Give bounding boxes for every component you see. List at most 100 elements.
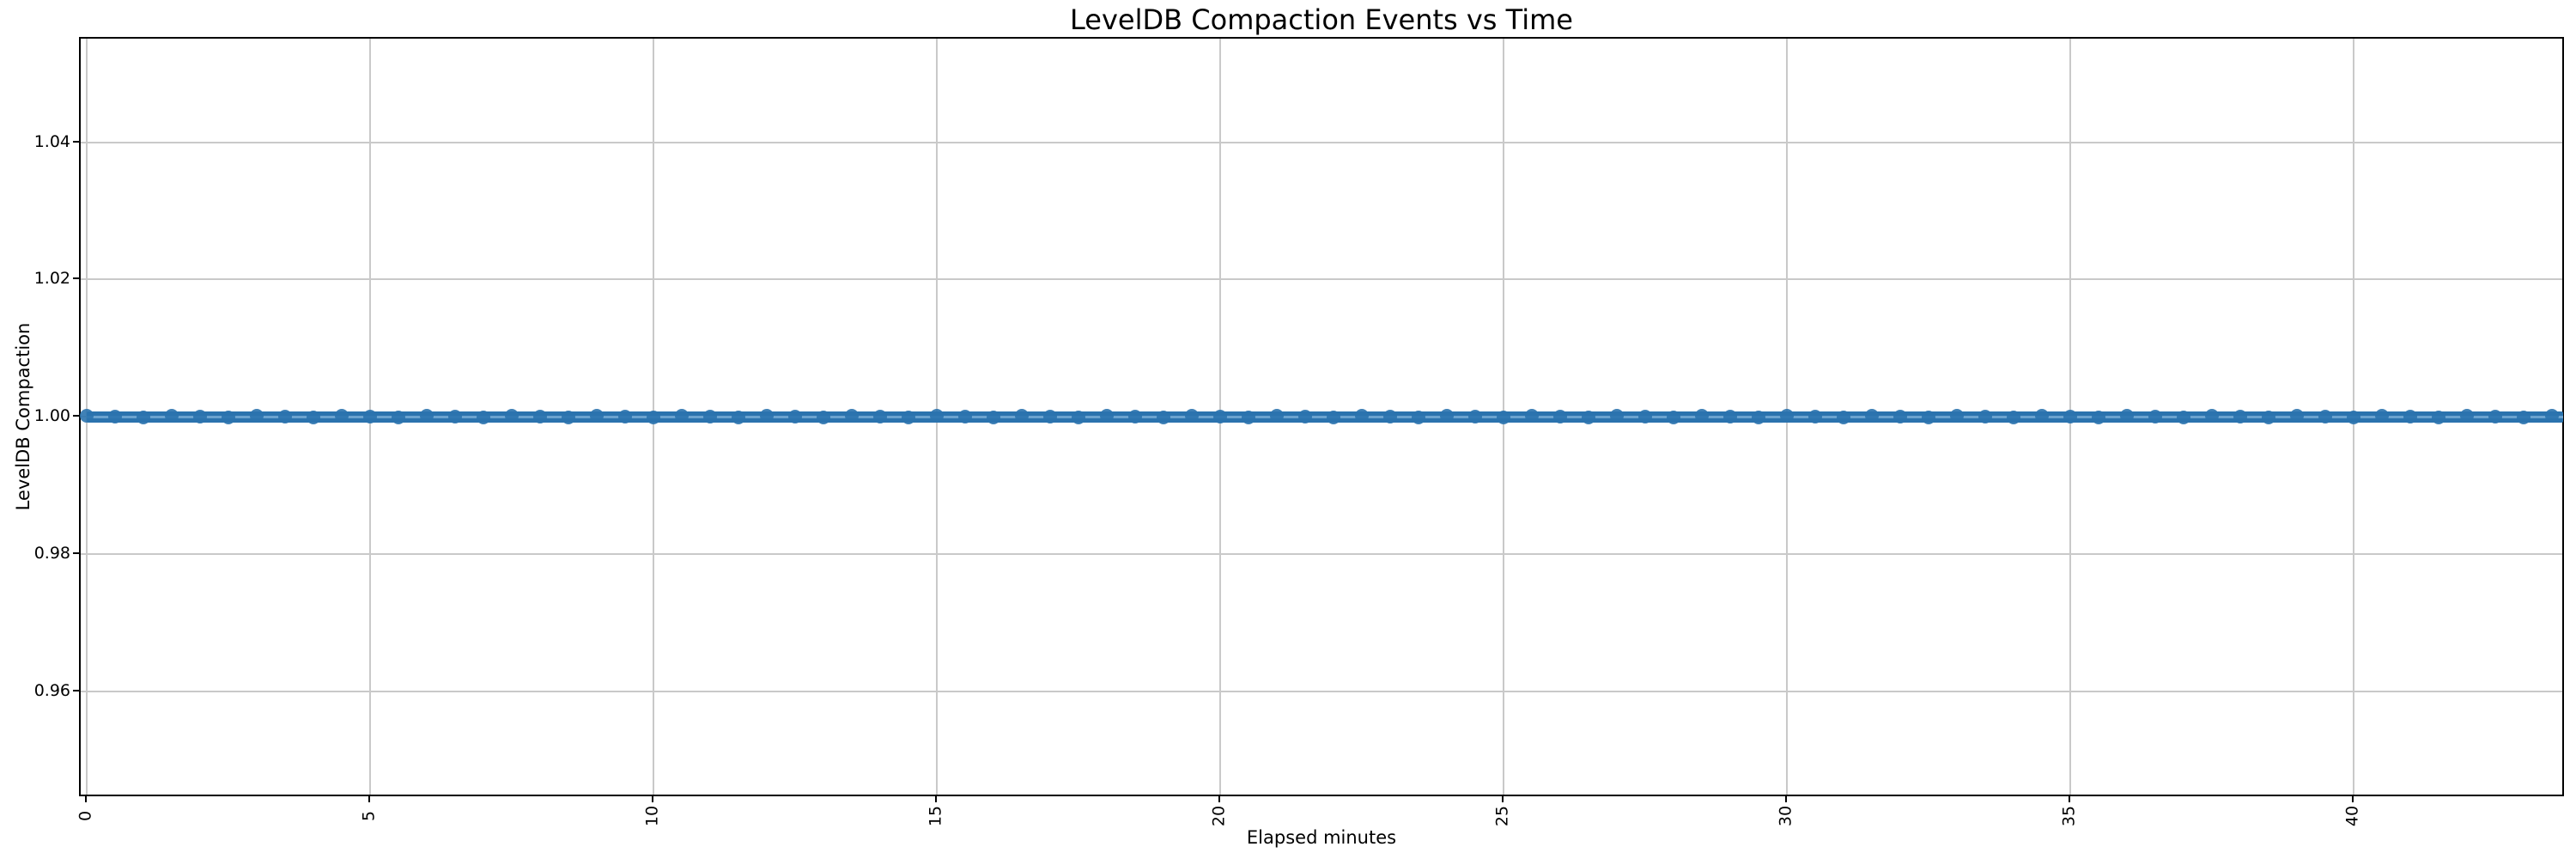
- y-tick-mark: [73, 140, 79, 143]
- data-point-marker: [448, 410, 463, 424]
- chart-title: LevelDB Compaction Events vs Time: [1070, 3, 1573, 36]
- data-point-marker: [1837, 411, 1851, 425]
- y-gridline: [81, 552, 2562, 555]
- y-tick-label: 1.04: [33, 131, 70, 151]
- data-point-marker: [307, 411, 321, 425]
- x-tick-label: 25: [1492, 805, 1512, 827]
- data-point-marker: [2347, 411, 2361, 425]
- data-point-marker: [1553, 410, 1568, 424]
- x-tick-label: 5: [359, 810, 379, 822]
- x-tick-mark: [1502, 796, 1504, 802]
- data-point-marker: [505, 409, 519, 423]
- data-point-marker: [1780, 409, 1795, 423]
- data-point-marker: [335, 409, 349, 423]
- data-point-marker: [1695, 409, 1710, 423]
- data-point-marker: [2035, 409, 2050, 423]
- x-tick-label: 30: [1776, 805, 1795, 827]
- data-point-marker: [647, 411, 661, 425]
- data-point-marker: [108, 410, 123, 424]
- data-point-marker: [1440, 409, 1455, 423]
- data-point-marker: [1327, 411, 1341, 425]
- data-point-marker: [1213, 410, 1228, 424]
- data-point-marker: [2375, 409, 2390, 423]
- data-point-marker: [250, 409, 264, 423]
- x-tick-label: 15: [926, 805, 945, 827]
- data-point-marker: [1100, 409, 1115, 423]
- data-point-marker: [2148, 410, 2163, 424]
- data-point-marker: [788, 410, 803, 424]
- data-point-marker: [1893, 410, 1908, 424]
- plot-area: [79, 37, 2564, 796]
- data-point-marker: [1185, 409, 1200, 423]
- data-point-marker: [1723, 410, 1738, 424]
- y-tick-mark: [73, 689, 79, 691]
- data-point-marker: [477, 411, 491, 425]
- data-point-marker: [1072, 411, 1086, 425]
- data-point-marker: [1242, 411, 1256, 425]
- x-tick-label: 0: [76, 810, 95, 822]
- data-point-marker: [2290, 409, 2305, 423]
- y-tick-mark: [73, 415, 79, 417]
- x-tick-label: 10: [642, 805, 662, 827]
- data-point-marker: [2092, 411, 2106, 425]
- data-point-marker: [1667, 411, 1681, 425]
- data-point-marker: [222, 411, 236, 425]
- x-tick-mark: [1785, 796, 1788, 802]
- data-point-marker: [1128, 410, 1143, 424]
- x-tick-label: 40: [2342, 805, 2362, 827]
- y-tick-label: 0.96: [33, 680, 70, 700]
- x-tick-mark: [368, 796, 371, 802]
- data-point-marker: [80, 409, 94, 423]
- data-point-marker: [1752, 411, 1766, 425]
- x-tick-label: 20: [1209, 805, 1229, 827]
- data-point-marker: [1412, 411, 1426, 425]
- y-tick-label: 1.02: [33, 269, 70, 289]
- data-point-marker: [873, 410, 888, 424]
- y-gridline: [81, 278, 2562, 281]
- data-point-marker: [533, 410, 548, 424]
- data-point-marker: [902, 411, 916, 425]
- data-point-marker: [930, 409, 945, 423]
- x-tick-mark: [935, 796, 938, 802]
- data-point-marker: [1270, 409, 1285, 423]
- data-point-marker: [392, 411, 406, 425]
- y-tick-label: 1.00: [33, 406, 70, 426]
- data-point-marker: [562, 411, 576, 425]
- data-point-marker: [1525, 409, 1540, 423]
- data-point-marker: [732, 411, 746, 425]
- data-point-marker: [958, 410, 973, 424]
- data-point-marker: [1298, 410, 1313, 424]
- data-point-marker: [760, 409, 775, 423]
- data-point-marker: [165, 409, 179, 423]
- y-tick-label: 0.98: [33, 543, 70, 563]
- data-point-marker: [1610, 409, 1625, 423]
- data-point-marker: [2517, 411, 2531, 425]
- data-point-marker: [1043, 410, 1058, 424]
- data-point-marker: [1638, 410, 1653, 424]
- data-point-marker: [2432, 411, 2446, 425]
- data-point-marker: [1582, 411, 1596, 425]
- data-point-marker: [703, 410, 718, 424]
- x-tick-mark: [85, 796, 88, 802]
- x-tick-label: 35: [2059, 805, 2079, 827]
- data-point-marker: [1865, 409, 1880, 423]
- data-point-marker: [845, 409, 860, 423]
- data-point-marker: [2545, 409, 2560, 423]
- x-tick-mark: [1218, 796, 1221, 802]
- data-point-marker: [2120, 409, 2135, 423]
- data-point-marker: [590, 409, 605, 423]
- data-point-marker: [2488, 410, 2503, 424]
- data-point-marker: [2262, 411, 2276, 425]
- data-point-marker: [420, 409, 434, 423]
- data-point-marker: [1468, 410, 1483, 424]
- data-point-marker: [2403, 410, 2418, 424]
- y-tick-mark: [73, 277, 79, 280]
- y-tick-mark: [73, 551, 79, 554]
- data-point-marker: [1497, 411, 1511, 425]
- data-point-marker: [817, 411, 831, 425]
- x-tick-mark: [2352, 796, 2354, 802]
- data-point-marker: [675, 409, 690, 423]
- data-point-marker: [2007, 411, 2021, 425]
- y-gridline: [81, 690, 2562, 692]
- data-point-marker: [2177, 411, 2191, 425]
